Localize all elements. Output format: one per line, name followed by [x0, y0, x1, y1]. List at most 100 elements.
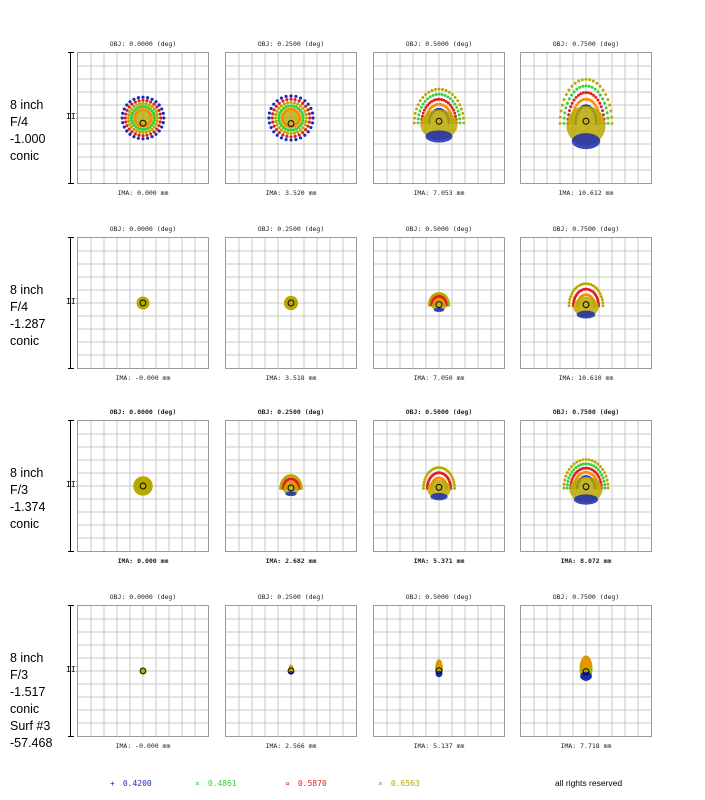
spot-cluster	[562, 458, 610, 505]
spot-cluster	[120, 95, 166, 141]
spot-point	[422, 483, 426, 487]
spot-point	[130, 113, 134, 118]
spot-point	[574, 466, 578, 470]
spot-point	[609, 109, 613, 113]
spot-point	[452, 483, 456, 487]
spot-point	[147, 103, 151, 107]
image-height-label: IMA: 8.072 mm	[560, 557, 612, 565]
image-height-label: IMA: 5.137 mm	[413, 742, 465, 750]
spot-plot-svg	[226, 53, 356, 183]
spot-point	[274, 104, 278, 108]
spot-point	[279, 128, 283, 132]
spot-point	[304, 119, 308, 124]
row-label-line: -1.000	[10, 132, 46, 146]
spot-point	[572, 473, 576, 477]
chief-ray-marker	[435, 301, 443, 309]
spot-diagram-panel: OBJ: 0.2500 (deg) IMA: 3.520 mm	[225, 40, 357, 200]
chief-ray-marker	[582, 117, 590, 125]
spot-point	[567, 304, 571, 308]
spot-point	[565, 486, 569, 490]
spot-point	[448, 97, 452, 101]
spot-point	[432, 98, 436, 102]
spot-point	[275, 133, 279, 137]
row-label: 8 inch F/4 -1.000 conic	[0, 97, 62, 165]
spot-point	[461, 116, 465, 120]
spot-point	[570, 101, 574, 105]
spot-point	[128, 122, 132, 126]
spot-point	[296, 130, 300, 134]
spot-point	[427, 90, 431, 94]
spot-point	[577, 79, 581, 83]
field-angle-label: OBJ: 0.0000 (deg)	[109, 408, 177, 416]
spot-cluster	[287, 664, 295, 675]
image-height-label: IMA: 7.718 mm	[560, 742, 612, 750]
spot-point	[155, 113, 159, 117]
spot-point	[562, 486, 566, 490]
spot-plot-area	[373, 605, 505, 737]
spot-point	[603, 101, 607, 105]
spot-point	[601, 467, 605, 471]
row-label: 8 inch F/4 -1.287 conic	[0, 282, 62, 350]
spot-point	[141, 105, 145, 109]
spot-point	[575, 460, 579, 464]
legend-entry: × 0.6563	[378, 779, 420, 788]
spot-point	[306, 108, 310, 112]
spot-point	[595, 81, 599, 85]
row-label-line: -1.517	[10, 685, 46, 699]
spot-point	[269, 106, 273, 111]
spot-point	[416, 121, 420, 125]
spot-blob-blue	[580, 671, 592, 681]
image-height-label: IMA: 3.520 mm	[265, 189, 317, 197]
spot-point	[138, 130, 142, 134]
chief-ray-marker	[287, 299, 295, 307]
spot-plot-area	[77, 237, 209, 369]
spot-plot-area	[77, 605, 209, 737]
spot-point	[159, 116, 163, 120]
spot-point	[439, 98, 443, 101]
spot-point	[412, 121, 416, 125]
image-height-label: IMA: 2.566 mm	[265, 742, 317, 750]
spot-point	[573, 106, 577, 110]
spot-plot-area	[373, 237, 505, 369]
spot-point	[564, 474, 568, 478]
spot-point	[301, 106, 305, 110]
chief-ray-marker	[287, 667, 295, 675]
spot-point	[567, 88, 571, 92]
spot-point	[151, 111, 155, 115]
spot-plot-area	[373, 52, 505, 184]
spot-point	[274, 112, 278, 117]
spot-point	[145, 133, 149, 137]
spot-point	[278, 111, 282, 115]
spot-point	[417, 113, 421, 117]
spot-point	[567, 301, 571, 305]
legend-wavelength: 0.5870	[297, 779, 327, 788]
spot-point	[286, 104, 290, 108]
spot-point	[433, 87, 437, 91]
image-height-label: IMA: 2.682 mm	[265, 557, 317, 565]
spot-point	[127, 127, 131, 131]
spot-point	[569, 295, 573, 299]
spot-point	[587, 84, 591, 88]
spot-point	[285, 134, 289, 138]
spot-cluster	[283, 295, 299, 311]
spot-point	[307, 112, 311, 116]
spot-point	[413, 111, 417, 115]
spot-point	[284, 137, 288, 142]
spot-plot-area	[520, 605, 652, 737]
spot-point	[446, 95, 450, 99]
spot-point	[574, 95, 578, 99]
spot-point	[589, 463, 593, 467]
spot-point	[156, 116, 160, 120]
spot-point	[580, 78, 584, 82]
spot-tail	[285, 491, 297, 497]
spot-plot-svg	[374, 238, 504, 368]
spot-point	[593, 285, 597, 289]
spot-plot-svg	[374, 421, 504, 551]
spot-point	[584, 91, 588, 94]
spot-cluster	[567, 282, 605, 319]
spot-point	[584, 466, 588, 470]
spot-point	[284, 94, 288, 99]
field-angle-label: OBJ: 0.7500 (deg)	[552, 40, 620, 48]
spot-point	[596, 299, 600, 303]
spot-point	[289, 138, 293, 142]
